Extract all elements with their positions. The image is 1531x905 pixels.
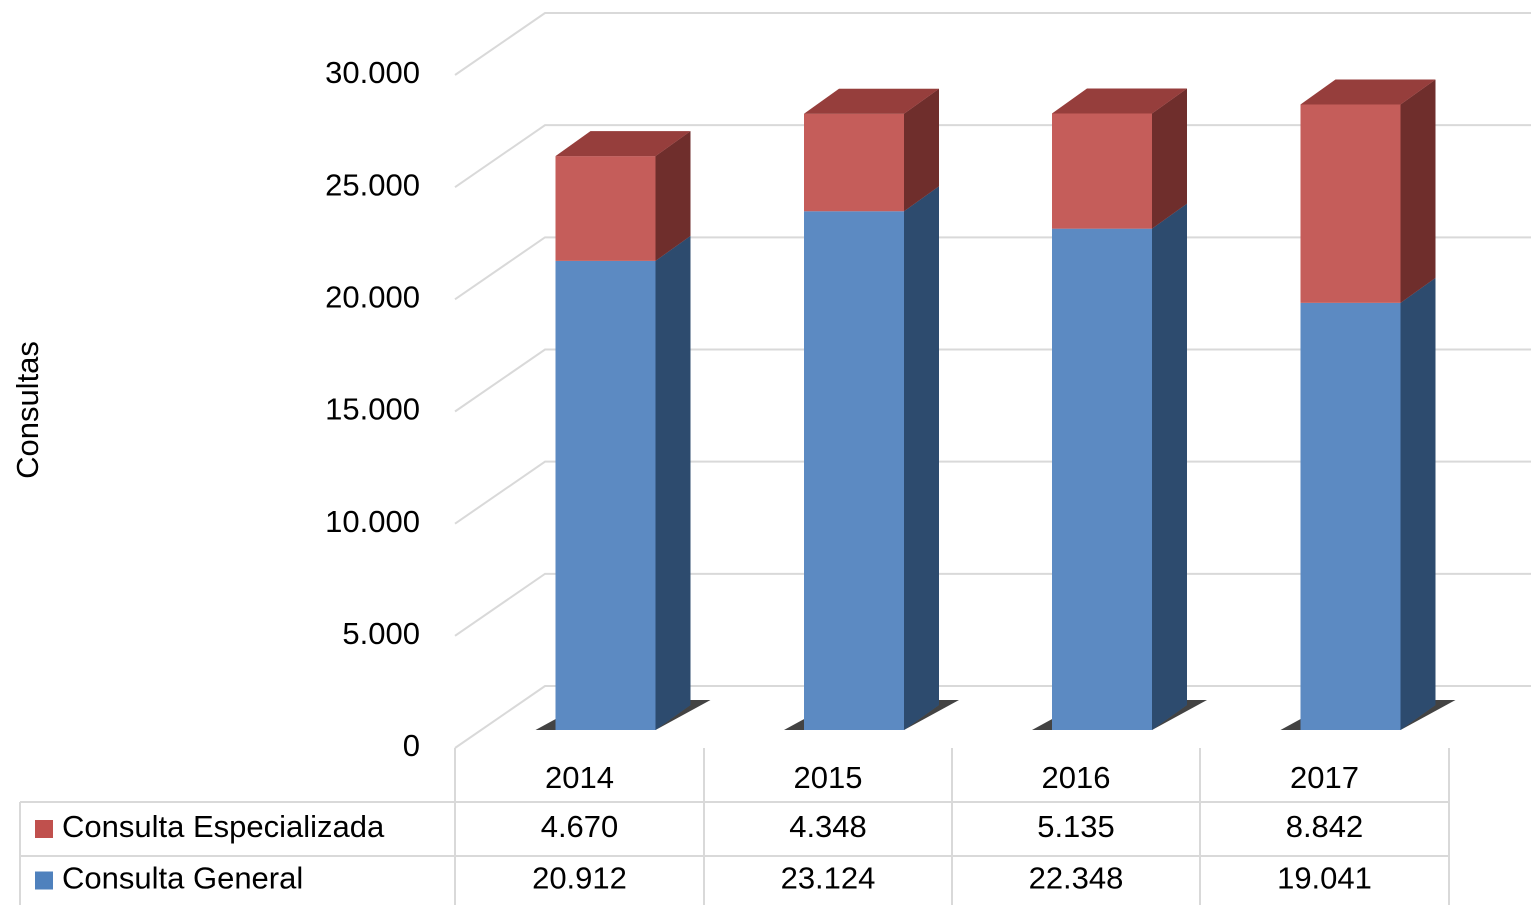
- bar-shade: [555, 260, 656, 730]
- table-value: 4.348: [789, 809, 867, 844]
- grid-line: [454, 236, 1531, 301]
- y-tick-label: 20.000: [325, 280, 420, 315]
- bar-front: [804, 113, 904, 212]
- legend-label: Consulta Especializada: [62, 809, 385, 844]
- legend-swatch: [35, 820, 53, 838]
- bar-top-shade: [804, 88, 939, 114]
- bar-front: [1052, 113, 1152, 229]
- bar-shade: [1300, 104, 1401, 303]
- y-tick-label: 0: [403, 728, 420, 763]
- y-tick-label: 30.000: [325, 55, 420, 90]
- y-tick-label: 25.000: [325, 167, 420, 202]
- bar-side-shade: [1400, 79, 1436, 303]
- bar-shade: [1300, 302, 1401, 730]
- bar-front: [1300, 104, 1401, 303]
- bar-top: [555, 131, 691, 157]
- bar-side-shade: [904, 186, 939, 731]
- bar-front: [555, 156, 656, 261]
- bar-shade: [1052, 113, 1152, 229]
- bar-top-shade: [1052, 88, 1187, 114]
- bar-shade: [804, 211, 904, 731]
- bar-shade: [804, 113, 904, 212]
- x-tick-label: 2017: [1290, 760, 1359, 795]
- bar-front: [1300, 302, 1401, 730]
- bar-top-shade: [555, 131, 691, 157]
- bar-side-shade: [1152, 203, 1187, 731]
- bar-side: [1152, 203, 1187, 731]
- bar-side: [904, 186, 939, 731]
- bar-side: [1400, 277, 1436, 730]
- bar-side-shade: [1400, 277, 1436, 730]
- table-value: 20.912: [532, 861, 627, 896]
- table-value: 5.135: [1037, 809, 1115, 844]
- table-value: 19.041: [1277, 861, 1372, 896]
- bar-shade: [1052, 228, 1152, 731]
- bar-top: [804, 88, 939, 114]
- bar-side-shade: [655, 131, 691, 261]
- y-axis-label: Consultas: [10, 341, 45, 479]
- table-value: 22.348: [1029, 861, 1124, 896]
- bar-front: [1052, 228, 1152, 731]
- bar-side: [1400, 79, 1436, 303]
- bar-front: [555, 260, 656, 730]
- legend-label: Consulta General: [62, 861, 303, 896]
- table-value: 4.670: [541, 809, 619, 844]
- table-value: 23.124: [781, 861, 876, 896]
- grid-line: [454, 685, 1531, 749]
- table-value: 8.842: [1286, 809, 1364, 844]
- grid-line: [454, 124, 1531, 188]
- bar-side: [655, 235, 691, 730]
- grid-line: [454, 12, 1531, 76]
- bar-side-shade: [1152, 88, 1187, 229]
- y-tick-label: 15.000: [325, 392, 420, 427]
- bar-side-shade: [655, 235, 691, 730]
- bar-top: [1300, 79, 1436, 105]
- x-tick-label: 2016: [1042, 760, 1111, 795]
- y-tick-label: 5.000: [342, 616, 420, 651]
- bar-top: [1052, 88, 1187, 114]
- y-tick-label: 10.000: [325, 504, 420, 539]
- bar-side: [1152, 88, 1187, 229]
- x-tick-label: 2014: [545, 760, 614, 795]
- bar-side: [655, 131, 691, 261]
- bar-side: [904, 88, 939, 212]
- x-tick-label: 2015: [794, 760, 863, 795]
- bar-shade: [555, 156, 656, 261]
- grid-line: [454, 460, 1531, 525]
- grid-line: [454, 572, 1531, 637]
- legend-swatch: [35, 871, 53, 890]
- bar-side-shade: [904, 88, 939, 212]
- bar-top-shade: [1300, 79, 1436, 105]
- bar-front: [804, 211, 904, 731]
- grid-line: [454, 348, 1531, 413]
